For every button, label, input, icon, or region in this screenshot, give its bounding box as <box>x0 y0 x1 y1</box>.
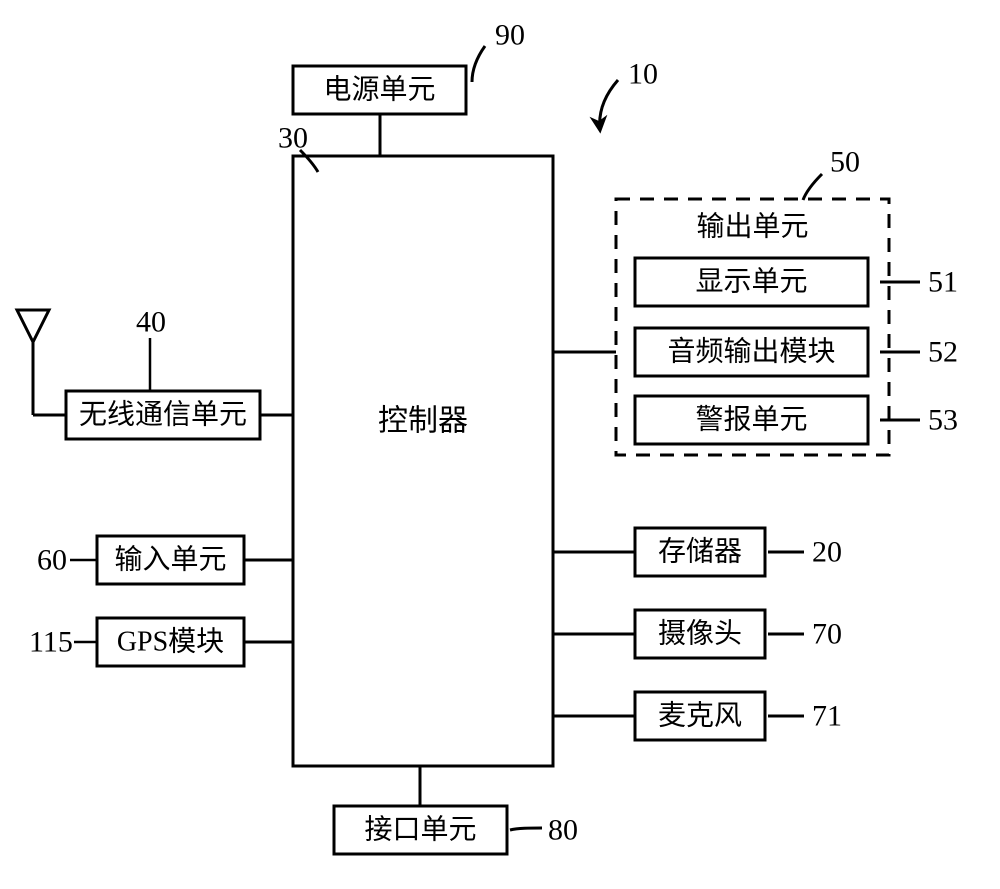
power-label: 电源单元 <box>323 74 435 106</box>
alarm: 警报单元 <box>635 396 868 444</box>
refnum-80: 80 <box>548 814 578 847</box>
controller-label: 控制器 <box>378 405 468 438</box>
gps-label: GPS模块 <box>117 626 224 658</box>
audio-out-label: 音频输出模块 <box>667 336 835 368</box>
pointer-n10 <box>600 80 618 130</box>
refnum-30: 30 <box>278 122 308 155</box>
refnum-50: 50 <box>830 146 860 179</box>
wireless-label: 无线通信单元 <box>79 399 247 431</box>
leader-n80 <box>510 828 542 830</box>
leader-n90 <box>472 46 485 82</box>
audio-out: 音频输出模块 <box>635 328 868 376</box>
leader-n50 <box>803 174 822 200</box>
refnum-60: 60 <box>37 544 67 577</box>
refnum-40: 40 <box>136 306 166 339</box>
camera: 摄像头 <box>635 610 765 658</box>
input: 输入单元 <box>97 536 244 584</box>
input-label: 输入单元 <box>114 544 226 576</box>
output-group-label: 输出单元 <box>696 211 808 243</box>
mic-label: 麦克风 <box>658 700 742 732</box>
refnum-10: 10 <box>628 58 658 91</box>
power: 电源单元 <box>293 66 466 114</box>
interface-label: 接口单元 <box>364 814 476 846</box>
wireless: 无线通信单元 <box>66 391 260 439</box>
refnum-71: 71 <box>812 700 842 733</box>
refnum-115: 115 <box>29 626 73 659</box>
memory: 存储器 <box>635 528 765 576</box>
refnum-51: 51 <box>928 266 958 299</box>
display-label: 显示单元 <box>695 266 807 298</box>
block-diagram: 输出单元控制器 电源单元无线通信单元输入单元 GPS模块接口单元 存储器摄像头麦克风 显… <box>0 0 1000 889</box>
display: 显示单元 <box>635 258 868 306</box>
controller: 控制器 <box>293 156 553 766</box>
alarm-label: 警报单元 <box>695 404 807 436</box>
refnum-53: 53 <box>928 404 958 437</box>
antenna-icon <box>17 310 49 342</box>
interface: 接口单元 <box>334 806 507 854</box>
mic: 麦克风 <box>635 692 765 740</box>
memory-label: 存储器 <box>658 536 742 568</box>
gps: GPS模块 <box>97 618 244 666</box>
refnum-52: 52 <box>928 336 958 369</box>
refnum-70: 70 <box>812 618 842 651</box>
refnum-90: 90 <box>495 19 525 52</box>
camera-label: 摄像头 <box>658 618 742 650</box>
refnum-20: 20 <box>812 536 842 569</box>
